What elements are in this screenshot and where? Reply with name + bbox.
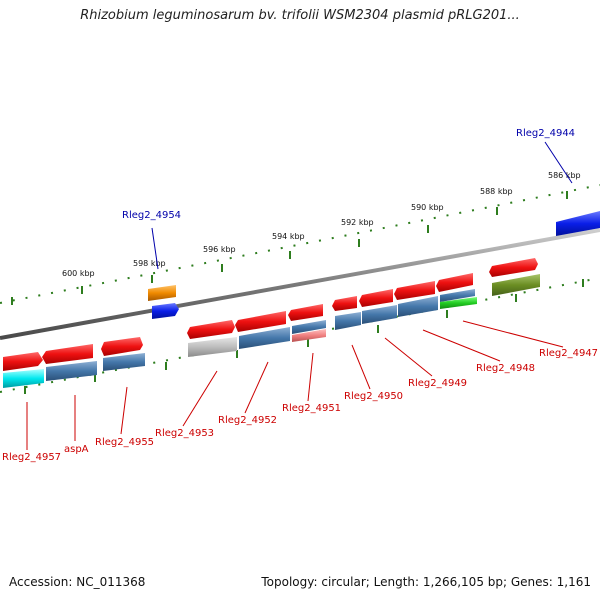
gene-feature[interactable] [3,369,44,388]
backbone-arc [0,228,600,340]
gene-label: Rleg2_4944 [516,128,575,139]
scale-label-598: 598 kbp [133,259,166,268]
gene-label: Rleg2_4955 [95,437,154,448]
gene-label: Rleg2_4951 [282,403,341,414]
gene-feature[interactable] [292,320,326,334]
major-ticks-outer [11,191,568,305]
gene-feature[interactable] [239,327,290,349]
gene-feature[interactable] [148,285,176,301]
gene-label: Rleg2_4953 [155,428,214,439]
gene-feature[interactable] [492,274,540,296]
gene-feature[interactable] [292,329,326,342]
scale-label-586: 586 kbp [548,171,581,180]
scale-label-594: 594 kbp [272,232,305,241]
gene-feature[interactable] [362,305,397,324]
gene-feature[interactable] [103,353,145,371]
scale-label-592: 592 kbp [341,218,374,227]
gene-feature[interactable] [332,296,357,311]
gene-feature[interactable] [489,258,538,277]
gene-feature[interactable] [46,361,97,381]
gene-feature[interactable] [101,337,143,356]
gene-label: Rleg2_4957 [2,452,61,463]
accession-text: Accession: NC_011368 [9,575,146,589]
forward-genes [3,211,600,371]
leader-lines [26,141,573,450]
gene-feature[interactable] [359,289,393,307]
gene-label: Rleg2_4947 [539,348,598,359]
gene-feature[interactable] [188,337,237,357]
topology-text: Topology: circular; Length: 1,266,105 bp… [261,575,591,589]
gene-feature[interactable] [556,211,600,236]
gene-feature[interactable] [440,297,477,309]
gene-feature[interactable] [42,344,93,364]
gene-feature[interactable] [3,352,43,371]
gene-feature[interactable] [235,311,286,332]
reverse-genes [3,274,540,388]
scale-label-588: 588 kbp [480,187,513,196]
gene-label: aspA [64,444,89,455]
gene-feature[interactable] [398,296,438,317]
scale-label-590: 590 kbp [411,203,444,212]
gene-feature[interactable] [436,273,473,292]
map-title: Rhizobium leguminosarum bv. trifolii WSM… [80,8,520,23]
gene-label: Rleg2_4948 [476,363,535,374]
gene-feature[interactable] [335,312,361,330]
gene-feature[interactable] [394,281,435,300]
scale-label-600: 600 kbp [62,269,95,278]
gene-feature[interactable] [288,304,323,321]
major-ticks-inner [24,279,584,394]
gene-feature[interactable] [152,303,179,319]
gene-label: Rleg2_4952 [218,415,277,426]
gene-feature[interactable] [187,320,235,339]
gene-label: Rleg2_4950 [344,391,403,402]
gene-label: Rleg2_4954 [122,210,181,221]
gene-label: Rleg2_4949 [408,378,467,389]
scale-label-596: 596 kbp [203,245,236,254]
gene-feature[interactable] [440,289,475,302]
